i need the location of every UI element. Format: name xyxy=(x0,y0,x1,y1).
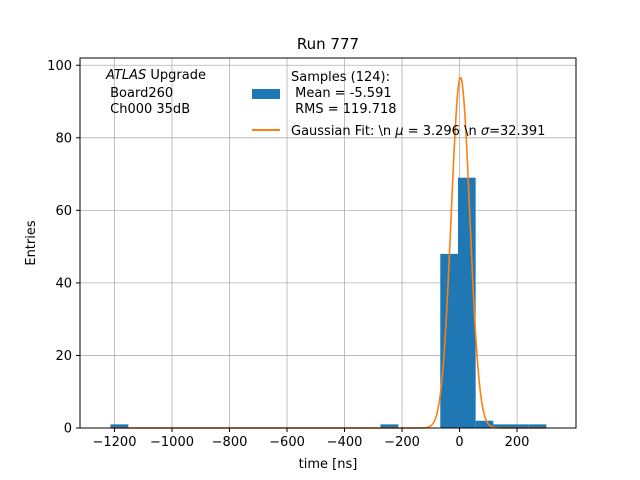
y-tick-label-0: 0 xyxy=(64,422,72,437)
histogram-bar-1 xyxy=(380,424,399,428)
legend-hist-line-2: Mean = -5.591 xyxy=(291,86,392,101)
legend-hist-swatch xyxy=(252,89,280,99)
atlas-annotation: ATLAS Upgrade Board260 Ch000 35dB xyxy=(105,68,206,117)
x-tick-label-1: −1000 xyxy=(150,435,194,450)
x-tick-label-4: −400 xyxy=(327,435,363,450)
x-tick-label-7: 200 xyxy=(505,435,530,450)
legend-fit-mu-symbol: μ xyxy=(394,124,403,139)
annotation-line-2: Board260 xyxy=(106,86,173,101)
y-tick-label-4: 80 xyxy=(55,131,72,146)
y-axis-ticks: 0 20 40 60 80 100 xyxy=(47,59,80,437)
annotation-line-3: Ch000 35dB xyxy=(106,102,190,117)
histogram-bar-4 xyxy=(475,420,494,428)
histogram-bar-5 xyxy=(493,424,512,428)
y-axis-label: Entries xyxy=(24,220,39,266)
plot-frame xyxy=(79,57,577,429)
x-tick-label-0: −1200 xyxy=(93,435,137,450)
legend-hist-line-1: Samples (124): xyxy=(291,70,390,85)
annotation-line-1: ATLAS Upgrade xyxy=(105,68,206,83)
x-tick-label-2: −800 xyxy=(212,435,248,450)
histogram-bar-6 xyxy=(511,424,529,428)
legend: Samples (124): Mean = -5.591 RMS = 119.7… xyxy=(252,70,545,139)
y-tick-label-3: 60 xyxy=(55,204,72,219)
y-tick-label-5: 100 xyxy=(47,59,72,74)
x-tick-label-6: 0 xyxy=(455,435,463,450)
x-tick-label-5: −200 xyxy=(384,435,420,450)
histogram-bar-3 xyxy=(457,177,476,428)
annotation-upgrade: Upgrade xyxy=(146,68,206,83)
x-axis-ticks: −1200 −1000 −800 −600 −400 −200 0 200 xyxy=(93,428,530,450)
chart-title: Run 777 xyxy=(297,35,359,53)
histogram-bar-0 xyxy=(110,424,129,428)
x-tick-label-3: −600 xyxy=(269,435,305,450)
legend-fit-label: Gaussian Fit: \n μ = 3.296 \n σ=32.391 xyxy=(291,124,545,139)
legend-fit-mu-value: = 3.296 \n xyxy=(404,124,481,139)
annotation-atlas: ATLAS xyxy=(105,68,146,83)
histogram-bar-2 xyxy=(440,253,458,428)
y-tick-label-2: 40 xyxy=(55,276,72,291)
legend-hist-line-3: RMS = 119.718 xyxy=(291,102,397,117)
y-tick-label-1: 20 xyxy=(55,349,72,364)
legend-fit-sigma-symbol: σ xyxy=(481,124,490,139)
x-axis-label: time [ns] xyxy=(299,457,358,472)
legend-fit-sigma-value: =32.391 xyxy=(489,124,545,139)
histogram-bar-7 xyxy=(528,424,547,428)
legend-fit-prefix: Gaussian Fit: \n xyxy=(291,124,395,139)
